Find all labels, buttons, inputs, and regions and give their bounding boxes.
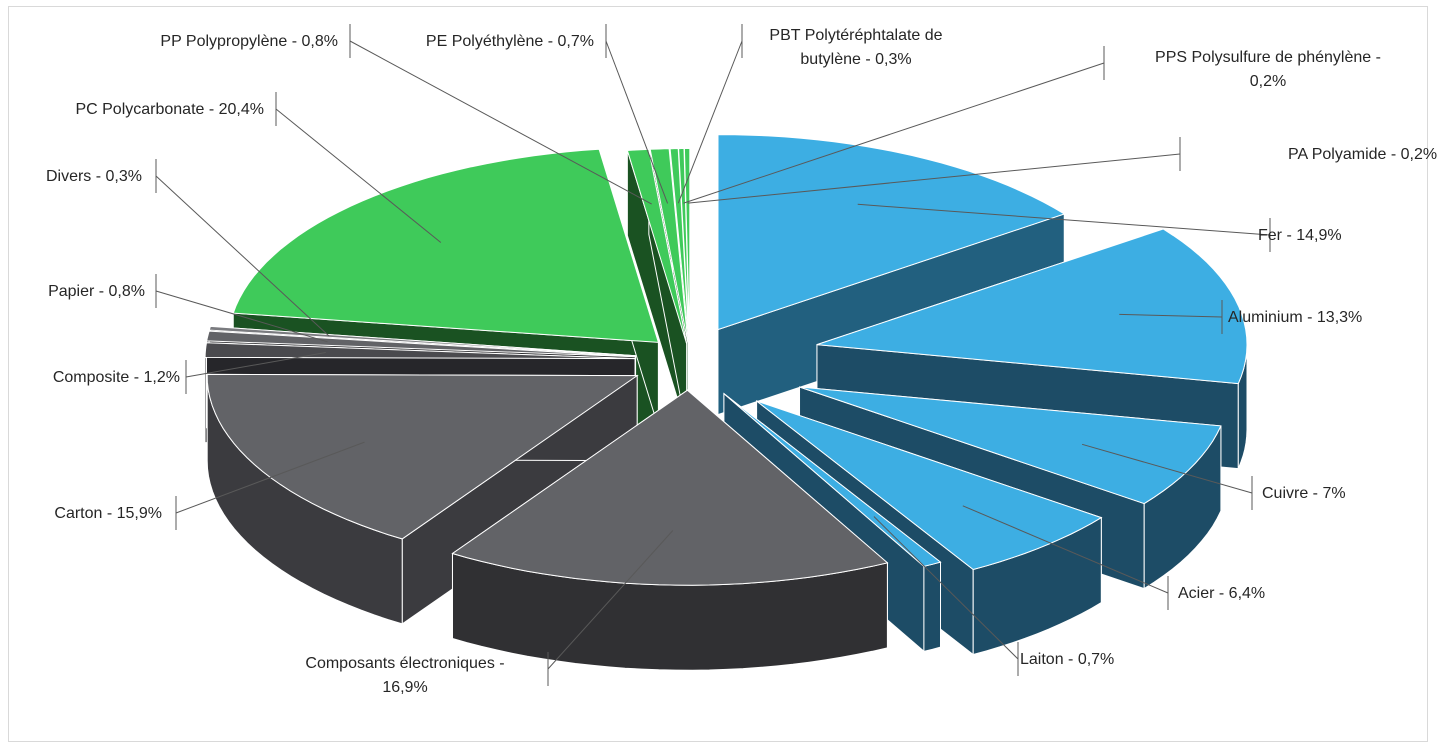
label-carton: Carton - 15,9%	[54, 441, 365, 530]
data-label: Composants électroniques -	[305, 655, 504, 672]
slice-top	[816, 228, 1248, 385]
slice-top	[669, 148, 690, 344]
pie-slice-pp-polypropylene	[626, 148, 688, 429]
label-pp-polypropylene: PP Polypropylène - 0,8%	[160, 24, 652, 205]
data-label: Carton - 15,9%	[54, 505, 162, 522]
label-pbt-polyterephtalate-de-butylene: PBT Polytéréphtalate de butylène - 0,3%	[677, 24, 943, 204]
label-pps-polysulfure-de-phenylene: PPS Polysulfure de phénylène - 0,2%	[683, 46, 1381, 204]
data-label: 0,2%	[1250, 73, 1286, 90]
slice-top	[232, 148, 660, 343]
leader-line	[155, 290, 328, 343]
slice-top	[626, 148, 688, 344]
label-composite: Composite - 1,2%	[53, 352, 326, 394]
slice-top	[208, 325, 636, 357]
leader-line	[175, 441, 365, 514]
label-papier: Papier - 0,8%	[48, 274, 328, 343]
leader-line	[547, 530, 674, 670]
slice-top	[717, 134, 1066, 331]
data-label: 16,9%	[382, 679, 427, 696]
pie-slice-carton	[206, 373, 639, 625]
slice-top	[756, 400, 1103, 571]
label-pc-polycarbonate: PC Polycarbonate - 20,4%	[75, 92, 442, 243]
data-label: Fer - 14,9%	[1258, 227, 1342, 244]
leader-line	[349, 40, 652, 205]
data-label: PPS Polysulfure de phénylène -	[1155, 49, 1381, 66]
data-label: Divers - 0,3%	[46, 168, 142, 185]
leader-line	[687, 153, 1181, 204]
data-label: Laiton - 0,7%	[1020, 651, 1114, 668]
pie-slice-fer	[717, 134, 1066, 416]
label-pa-polyamide: PA Polyamide - 0,2%	[687, 137, 1437, 204]
leader-line	[857, 203, 1271, 236]
slice-top	[799, 386, 1222, 505]
leader-line	[962, 505, 1169, 594]
label-composants-electroniques: Composants électroniques - 16,9%	[305, 530, 674, 696]
data-label: PP Polypropylène - 0,8%	[160, 33, 338, 50]
data-label: PA Polyamide - 0,2%	[1288, 146, 1437, 163]
data-label: Acier - 6,4%	[1178, 585, 1265, 602]
slice-top	[649, 148, 689, 344]
leader-line	[1119, 313, 1223, 318]
slice-top	[206, 373, 639, 540]
data-label: butylène - 0,3%	[800, 51, 911, 68]
label-acier: Acier - 6,4%	[962, 505, 1265, 610]
data-label: PC Polycarbonate - 20,4%	[75, 101, 264, 118]
label-cuivre: Cuivre - 7%	[1081, 443, 1346, 510]
leader-line	[677, 40, 743, 204]
data-label: Cuivre - 7%	[1262, 485, 1346, 502]
leader-line	[1081, 443, 1253, 494]
leader-line	[683, 62, 1105, 204]
label-divers: Divers - 0,3%	[46, 159, 330, 337]
leader-line	[185, 352, 326, 378]
label-aluminium: Aluminium - 13,3%	[1119, 300, 1362, 334]
leader-line	[605, 40, 669, 204]
label-laiton: Laiton - 0,7%	[873, 516, 1114, 676]
data-label: PE Polyéthylène - 0,7%	[426, 33, 594, 50]
leader-line	[155, 175, 330, 337]
slice-top	[451, 389, 889, 586]
data-label: PBT Polytéréphtalate de	[769, 27, 942, 44]
label-fer: Fer - 14,9%	[857, 203, 1342, 252]
leader-line	[275, 108, 442, 243]
data-label: Composite - 1,2%	[53, 369, 180, 386]
leader-line	[873, 516, 1019, 660]
label-pe-polyethylene: PE Polyéthylène - 0,7%	[426, 24, 669, 204]
data-label: Aluminium - 13,3%	[1228, 309, 1362, 326]
data-label: Papier - 0,8%	[48, 283, 145, 300]
pie-slice-composants-electroniques	[451, 389, 889, 671]
slice-outer-wall	[923, 561, 941, 652]
